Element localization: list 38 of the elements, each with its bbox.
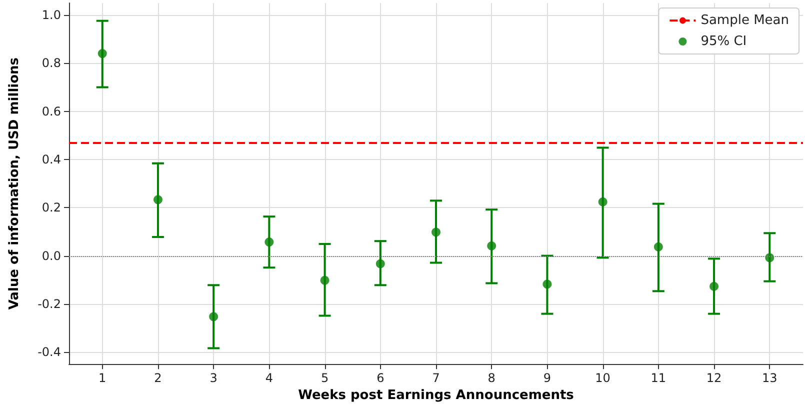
y-axis-title: Value of information, USD millions [7,57,22,310]
x-tick-label: 13 [762,371,778,386]
x-axis-title: Weeks post Earnings Announcements [298,388,574,403]
y-tick-label: 0.0 [42,248,61,263]
point [710,282,719,291]
point [542,280,552,289]
point [432,228,440,237]
y-tick-label: 0.4 [42,152,61,166]
point [98,49,107,58]
x-tick-label: 12 [706,371,722,386]
point [376,259,385,268]
x-tick-label: 8 [488,371,496,386]
point [654,242,663,252]
x-tick-label: 4 [265,371,273,386]
legend-label: 95% CI [700,34,747,49]
y-tick-label: 0.2 [42,200,61,215]
legend-label: Sample Mean [700,13,789,28]
y-tick-label: 1.0 [42,8,61,22]
x-tick-label: 2 [154,371,162,386]
x-tick-label: 6 [376,371,384,386]
x-tick-label: 5 [320,371,329,386]
point [487,241,496,250]
point [598,197,608,206]
y-tick-label: 0.6 [42,104,61,118]
y-tick-label: -0.4 [38,345,61,360]
point [320,276,330,285]
x-tick-label: 9 [543,371,552,386]
point [264,238,274,247]
y-tick-label: 0.8 [42,56,61,70]
y-tick-label: -0.2 [38,296,61,311]
x-tick-label: 11 [650,371,666,386]
point [209,312,218,322]
point [153,195,162,204]
x-tick-label: 3 [210,371,218,386]
x-tick-label: 7 [432,371,440,386]
x-tick-label: 10 [595,371,610,386]
point [765,253,774,262]
x-tick-label: 1 [98,371,106,386]
